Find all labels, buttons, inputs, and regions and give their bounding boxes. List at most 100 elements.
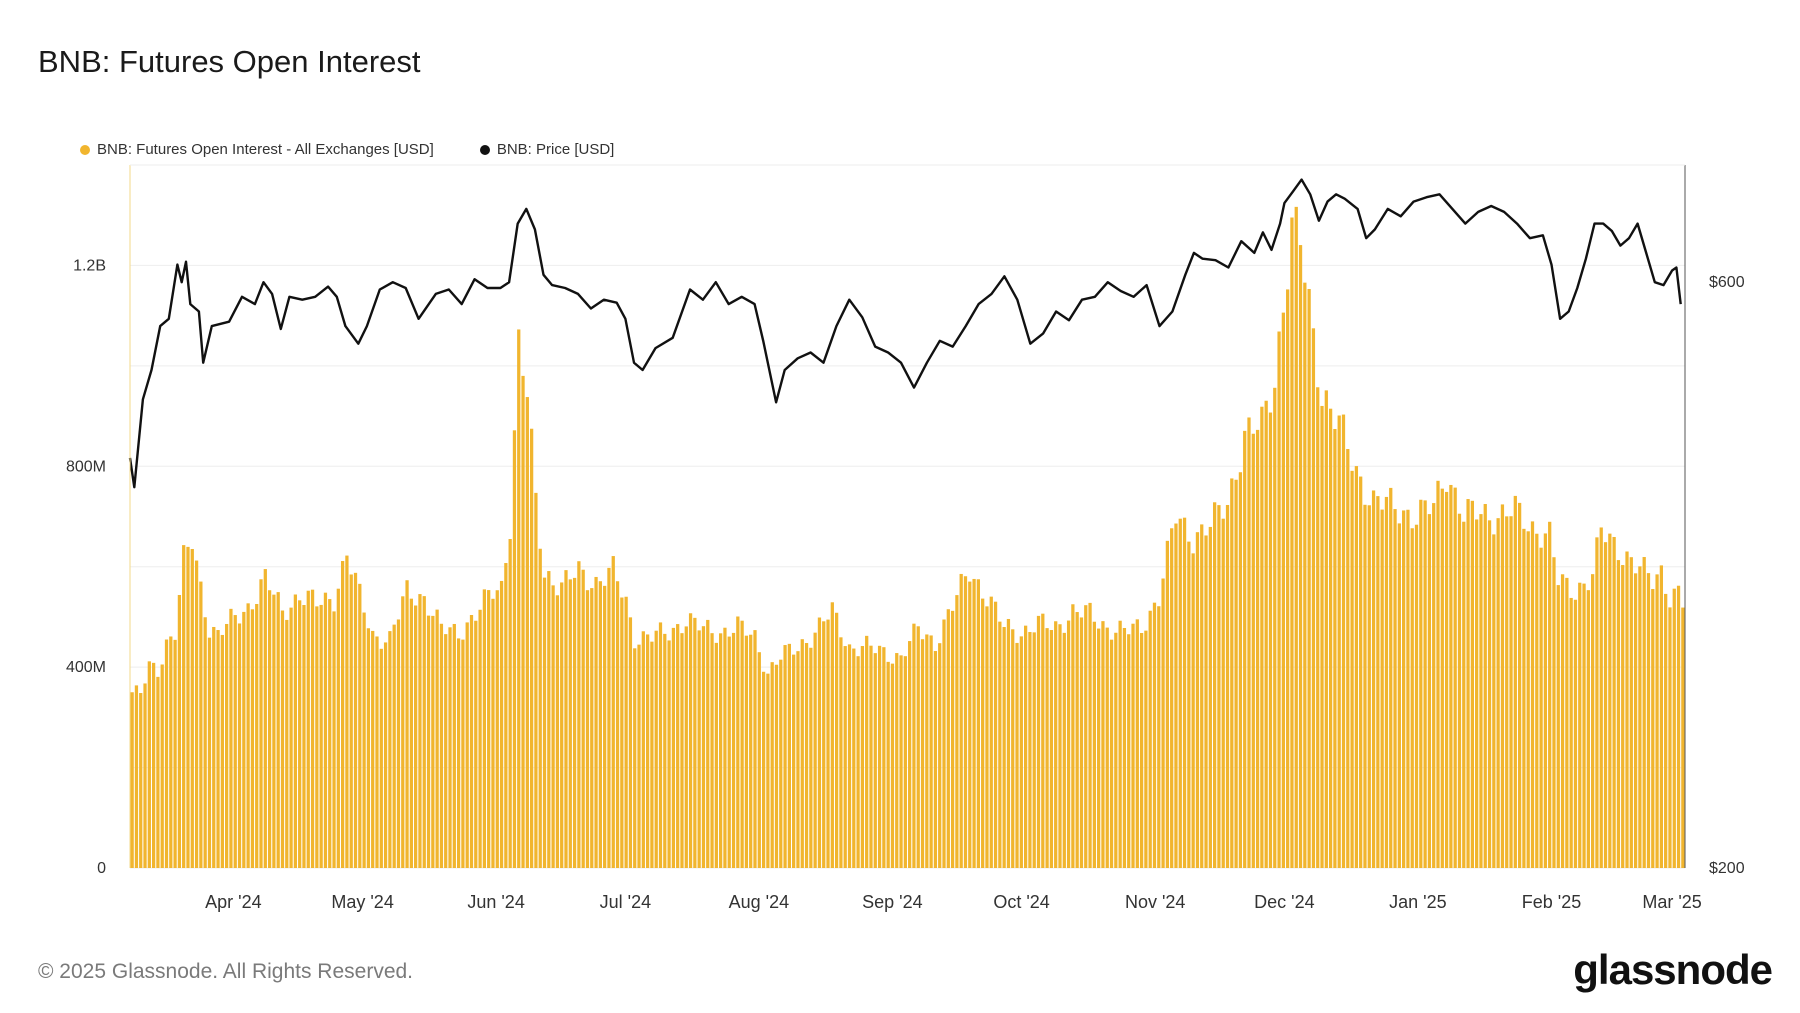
oi-bar [1303, 282, 1307, 868]
oi-bar [508, 539, 512, 868]
oi-bar [392, 624, 396, 868]
oi-bar [280, 610, 285, 868]
oi-bar [1591, 574, 1595, 868]
oi-bar [1612, 536, 1616, 868]
oi-bar [993, 601, 998, 868]
legend-item-price[interactable]: BNB: Price [USD] [479, 141, 615, 158]
oi-bar [147, 661, 151, 868]
oi-bar [212, 626, 216, 868]
oi-bar [246, 603, 250, 868]
y-left-tick-label: 1.2B [73, 257, 106, 274]
oi-bar [826, 619, 830, 868]
oi-bar [439, 623, 444, 868]
x-tick-label: Oct '24 [993, 892, 1049, 912]
oi-bar [1638, 566, 1642, 868]
oi-bar [963, 576, 968, 868]
oi-bar [607, 567, 611, 868]
oi-bar [847, 644, 852, 868]
oi-bar [1599, 527, 1603, 868]
oi-bar [169, 636, 173, 868]
oi-bar [1075, 612, 1079, 868]
oi-bar [877, 645, 882, 868]
oi-bar [624, 596, 628, 868]
oi-bar [1071, 604, 1075, 868]
x-tick-label: Jan '25 [1389, 892, 1446, 912]
legend-item-oi[interactable]: BNB: Futures Open Interest - All Exchang… [80, 141, 434, 158]
oi-bar [976, 579, 980, 868]
oi-bar [792, 654, 796, 868]
oi-bar [1397, 523, 1401, 868]
oi-bar [1427, 514, 1432, 868]
oi-bar [1062, 632, 1066, 868]
oi-bar [1324, 390, 1328, 868]
oi-bar [1208, 526, 1212, 868]
oi-bar [1251, 433, 1255, 868]
oi-bar [512, 430, 517, 868]
oi-bar [946, 609, 950, 868]
oi-bar [603, 585, 607, 868]
oi-bar [456, 638, 461, 868]
oi-bar [839, 637, 843, 868]
oi-bar [551, 585, 555, 868]
oi-bar [495, 590, 499, 868]
oi-bar [1444, 491, 1449, 868]
oi-bar [1389, 487, 1393, 868]
oi-bar [315, 606, 319, 868]
oi-bar [757, 652, 761, 868]
oi-bar [1195, 532, 1200, 868]
chart-legend: BNB: Futures Open Interest - All Exchang… [80, 141, 614, 158]
oi-bar [938, 643, 942, 868]
oi-bar [736, 616, 740, 868]
oi-bar [1118, 620, 1122, 868]
oi-bar [1294, 206, 1298, 868]
oi-bar [744, 635, 749, 868]
oi-bar [1500, 504, 1505, 868]
oi-bar [676, 624, 680, 868]
oi-bar [920, 639, 925, 868]
oi-bar [929, 635, 933, 868]
oi-bar [1384, 496, 1389, 868]
oi-bar [1204, 535, 1208, 868]
oi-bar [1440, 488, 1444, 868]
oi-bar [1024, 625, 1028, 868]
oi-bar [886, 661, 890, 868]
oi-bar [697, 630, 701, 868]
oi-bar [633, 648, 637, 868]
oi-bar [1341, 414, 1346, 868]
oi-bar [336, 588, 340, 868]
x-tick-label: Mar '25 [1642, 892, 1701, 912]
oi-bar [482, 589, 487, 868]
oi-bar [860, 646, 865, 868]
legend-price-label: BNB: Price [USD] [496, 141, 615, 158]
x-tick-label: Dec '24 [1254, 892, 1314, 912]
oi-bar [1152, 602, 1157, 868]
oi-bar [1260, 406, 1264, 868]
x-tick-label: Nov '24 [1125, 892, 1185, 912]
y-left-tick-label: 400M [66, 659, 106, 676]
oi-bar [1359, 476, 1363, 868]
oi-bar [409, 598, 413, 868]
oi-bar [1573, 599, 1578, 868]
oi-bar [487, 590, 491, 868]
oi-bar [358, 583, 362, 868]
oi-bar [160, 664, 164, 868]
oi-bar [1127, 634, 1131, 868]
glassnode-logo[interactable]: glassnode [1573, 946, 1773, 993]
oi-bar [345, 555, 349, 868]
oi-bar [1097, 628, 1101, 868]
oi-bar [1230, 478, 1234, 868]
y-left-tick-label: 0 [97, 860, 106, 877]
oi-bar [1517, 502, 1522, 868]
oi-bar [800, 639, 804, 868]
oi-bar [620, 597, 624, 868]
oi-bar [1371, 490, 1376, 868]
oi-bar [1041, 613, 1045, 868]
oi-bar [530, 428, 534, 868]
oi-bar [1054, 621, 1058, 868]
x-tick-label: Jul '24 [600, 892, 651, 912]
oi-bar [1213, 502, 1217, 868]
oi-bar [1247, 417, 1251, 868]
oi-bar [465, 622, 469, 868]
oi-bar [1200, 524, 1204, 868]
oi-bar [1273, 387, 1277, 868]
